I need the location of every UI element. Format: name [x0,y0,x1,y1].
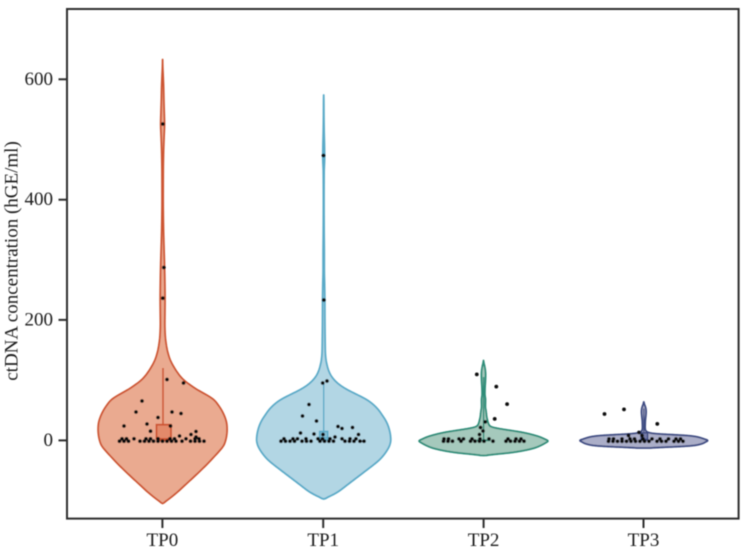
svg-text:200: 200 [25,309,54,330]
svg-text:TP1: TP1 [307,530,339,551]
svg-text:TP3: TP3 [628,530,660,551]
svg-text:400: 400 [25,189,54,210]
svg-text:TP0: TP0 [147,530,179,551]
svg-text:TP2: TP2 [468,530,500,551]
svg-text:ctDNA concentration (hGE/ml): ctDNA concentration (hGE/ml) [2,141,23,381]
svg-text:600: 600 [25,69,54,90]
svg-text:0: 0 [44,430,54,451]
